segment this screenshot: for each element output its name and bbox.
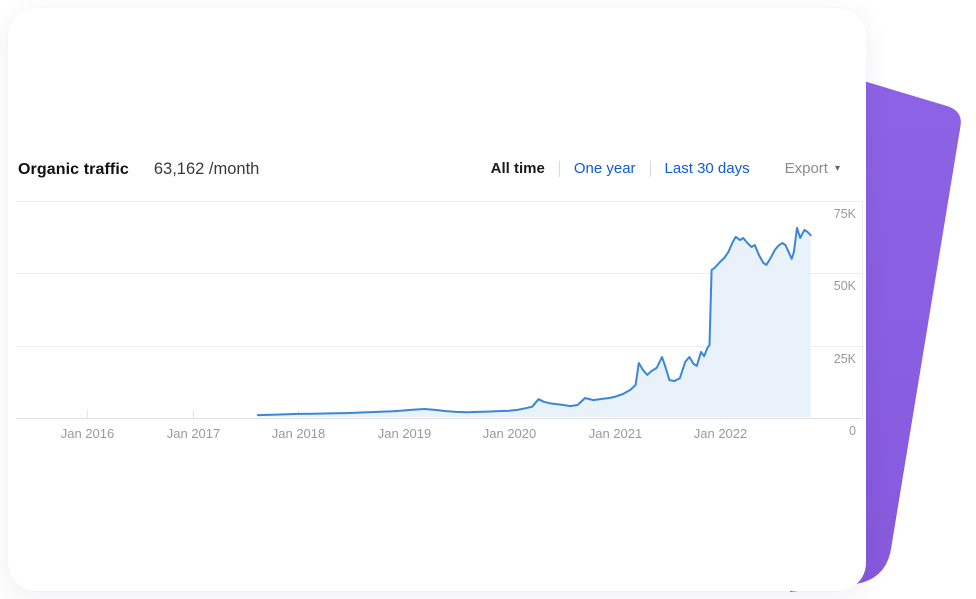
export-button[interactable]: Export ▾ [785,160,840,177]
y-tick-label: 0 [849,423,856,438]
x-tick-label: Jan 2020 [482,426,537,441]
caret-down-icon: ▾ [834,162,840,174]
card-header: Organic traffic 63,162 /month [18,160,259,179]
tab-last-30-days[interactable]: Last 30 days [664,160,750,177]
x-tick-label: Jan 2016 [60,426,115,441]
traffic-value: 63,162 /month [153,160,260,178]
x-tick-label: Jan 2017 [166,426,221,441]
y-tick-label: 75K [833,206,856,221]
tab-divider [649,160,651,177]
x-tick-label: Jan 2022 [693,426,748,441]
y-tick-label: 25K [833,351,856,366]
time-range-controls: All time One year Last 30 days Export ▾ [491,160,840,177]
x-tick-label: Jan 2019 [377,426,432,441]
page-title: Organic traffic [18,161,129,178]
tab-one-year[interactable]: One year [573,160,636,177]
x-tick-label: Jan 2018 [271,426,326,441]
export-label: Export [784,160,828,177]
y-tick-label: 50K [833,278,856,293]
x-tick-label: Jan 2021 [588,426,643,441]
tab-all-time[interactable]: All time [490,160,545,177]
tab-divider [558,160,560,177]
